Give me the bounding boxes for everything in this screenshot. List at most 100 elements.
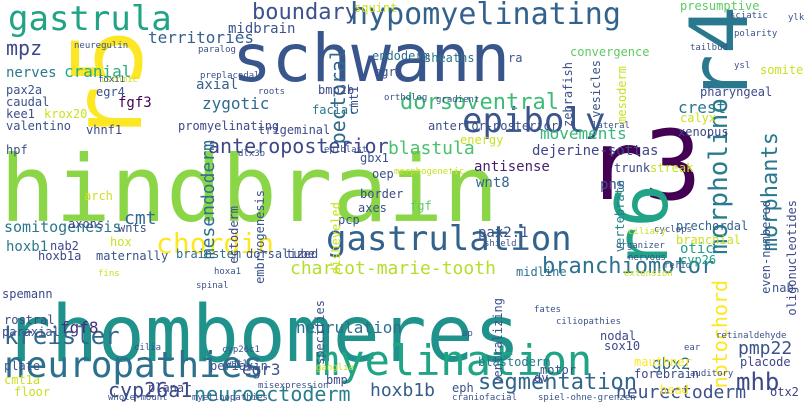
word-misexpression: misexpression [258, 381, 329, 391]
word-hox: hox [110, 235, 132, 249]
word-egr1: egr1 [374, 65, 403, 79]
word-boundary: boundary [252, 0, 358, 25]
word-streak: streak [650, 161, 694, 175]
word-axes: axes [358, 201, 387, 215]
word-head: head [660, 383, 689, 397]
word-ectoderm: ectoderm [227, 206, 241, 264]
word-organizer: organizer [616, 241, 665, 251]
word-segmentation: segmentation [478, 370, 637, 395]
word-oep: oep [372, 167, 394, 181]
word-r3: r3 [586, 110, 702, 222]
word-branchiomotor: branchiomotor [542, 254, 715, 279]
word-motor: motor [540, 363, 577, 377]
word-somitogenesis: somitogenesis [4, 218, 122, 236]
word-dorsalized: dorsalized [246, 247, 319, 261]
word-plate: plate [4, 359, 41, 373]
word-polarity: polarity [734, 29, 778, 39]
word-spemann: spemann [2, 287, 53, 301]
word-dorsoventral: dorsoventral [400, 90, 559, 115]
word-facial: facial [312, 103, 356, 117]
word-axial: axial [196, 77, 239, 93]
word-planar: planar [148, 381, 192, 395]
word-fgf3: fgf3 [118, 95, 152, 111]
word-dv: dv [534, 371, 549, 385]
word-sciatic: sciatic [730, 11, 768, 21]
word-branchial: branchial [676, 233, 742, 247]
word-dlx3b: dlx3b [238, 149, 266, 159]
word-fins: fins [98, 269, 120, 279]
word-energy: energy [460, 133, 504, 147]
word-pmp22: pmp22 [738, 338, 793, 359]
word-nervous: nervous [628, 253, 666, 263]
word-calyx: calyx [680, 111, 717, 125]
word-mhb: mhb [736, 368, 780, 396]
word-preplacodal: preplacodal [200, 71, 260, 81]
word-valentino: valentino [6, 119, 72, 133]
word-hoxa1: hoxa1 [214, 267, 242, 277]
word-promyelinating: promyelinating [178, 119, 280, 133]
word-antisense: antisense [474, 159, 550, 175]
word-pax2a: pax2a [6, 83, 43, 97]
word-cranial: cranial [64, 62, 132, 81]
word-wnts: wnts [118, 221, 147, 235]
word-cmt1a: cmt1a [4, 373, 41, 387]
word-epiblast: epiblast [324, 145, 368, 155]
word-mauthner: mauthner [634, 355, 692, 369]
word-gbx2: gbx2 [652, 354, 691, 373]
word-presumptive: presumptive [680, 0, 760, 13]
word-even-numbered: even-numbered [759, 200, 773, 294]
word-trunk: trunk [614, 161, 651, 175]
word-epiboly: epiboly [462, 101, 606, 141]
word-neuropathies: neuropathies [4, 345, 265, 386]
word-nodal: nodal [600, 329, 637, 343]
word-ortholog: ortholog [384, 93, 428, 103]
word-shield: shield [484, 239, 517, 249]
word-extension: extension [624, 269, 673, 279]
word-krox20: krox20 [44, 107, 88, 121]
word-border: border [360, 187, 404, 201]
word-anterior-posterior: anterior-posterior [428, 119, 559, 133]
word-rhombomeres: rhombomeres [4, 290, 521, 380]
word-arch: arch [84, 189, 113, 203]
word-chordin: chordin [156, 227, 275, 260]
word-axons: axons [68, 217, 105, 231]
word-kee1: kee1 [6, 107, 35, 121]
word-gastrulation: gastrulation [326, 219, 572, 259]
word-vhnf1: vhnf1 [86, 123, 123, 137]
word-cyp26c1: cyp26c1 [222, 345, 260, 355]
word-hypomyelinating: hypomyelinating [350, 0, 621, 32]
word-myelinopathies: myelinopathies [192, 393, 268, 403]
word-gbx1: gbx1 [360, 151, 389, 165]
word-pns: pns [600, 177, 626, 193]
word-tailbud: tailbud [690, 43, 728, 53]
word-rerio: rerio [664, 261, 692, 271]
word-mesoderm: mesoderm [615, 66, 629, 124]
word-isthmic: isthmic [100, 75, 138, 85]
word-blastoderm: blastoderm [478, 355, 551, 369]
word-placode: placode [740, 355, 791, 369]
word-neuregulin: neuregulin [74, 41, 129, 51]
word-retinaldehyde: retinaldehyde [716, 331, 787, 341]
word-myelination: myelination [314, 336, 593, 385]
word-egr3: egr3 [242, 360, 281, 379]
word-bmp2b: bmp2b [318, 83, 355, 97]
word-roots: roots [258, 87, 286, 97]
word-hoxb1: hoxb1 [6, 239, 49, 255]
word-egr4: egr4 [96, 85, 125, 99]
word-oligonucleotides: oligonucleotides [785, 200, 799, 316]
word-whole-mount: whole-mount [108, 393, 168, 403]
word-otic: otic [680, 241, 714, 257]
word-midbrain: midbrain [228, 21, 296, 37]
word-kreisler: kreisler [4, 322, 120, 350]
word-maternally: maternally [96, 249, 169, 263]
word-paraxial: paraxial [2, 325, 60, 339]
word-gastrula: gastrula [8, 0, 172, 39]
word-foxi1: foxi1 [98, 75, 126, 85]
word-periaxin: periaxin [210, 359, 268, 373]
word-ylk: ylk [788, 13, 805, 23]
word-movements: movements [540, 124, 627, 143]
word-hpf: hpf [6, 143, 28, 157]
word-tube: tube [286, 247, 315, 261]
word-wnt1: wnt1 [226, 359, 248, 369]
